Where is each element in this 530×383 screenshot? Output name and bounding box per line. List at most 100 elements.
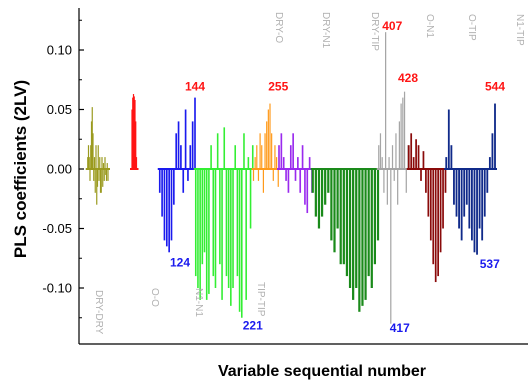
bar bbox=[170, 169, 173, 241]
bar bbox=[348, 169, 352, 288]
bar bbox=[370, 169, 373, 288]
bar bbox=[87, 157, 89, 169]
bar bbox=[262, 169, 264, 193]
bar bbox=[450, 145, 453, 169]
bar bbox=[216, 133, 219, 169]
bar bbox=[447, 109, 450, 169]
bar bbox=[468, 169, 471, 229]
bar bbox=[352, 169, 355, 300]
bar bbox=[280, 133, 283, 169]
bar bbox=[182, 169, 185, 193]
bar bbox=[274, 145, 276, 169]
bar bbox=[92, 133, 94, 169]
bar bbox=[379, 133, 382, 169]
bar bbox=[292, 133, 294, 169]
bar bbox=[264, 133, 266, 169]
bar bbox=[256, 145, 258, 169]
series-dry-dry bbox=[85, 107, 110, 205]
bar bbox=[234, 145, 237, 169]
bar bbox=[221, 169, 223, 300]
bar bbox=[373, 169, 377, 265]
bar bbox=[175, 133, 178, 169]
bar bbox=[358, 169, 361, 312]
bar bbox=[227, 169, 230, 288]
bar bbox=[91, 107, 93, 169]
bar bbox=[251, 145, 254, 169]
bar bbox=[197, 169, 199, 288]
bar bbox=[99, 157, 101, 169]
bar bbox=[90, 121, 93, 169]
bar bbox=[320, 169, 324, 217]
series-dry-tip bbox=[310, 168, 380, 312]
category-label: N1-N1 bbox=[193, 288, 204, 317]
bar bbox=[276, 157, 278, 169]
bar bbox=[476, 169, 478, 255]
bar bbox=[299, 169, 302, 193]
bar bbox=[402, 97, 404, 169]
bar bbox=[93, 157, 96, 169]
annotation-label: 255 bbox=[268, 79, 288, 93]
bar bbox=[478, 169, 481, 229]
bar bbox=[297, 157, 299, 169]
bar bbox=[106, 163, 108, 169]
bar bbox=[132, 94, 135, 169]
y-tick-label: 0.05 bbox=[47, 102, 72, 117]
bar bbox=[277, 169, 279, 187]
bar bbox=[135, 121, 137, 169]
y-tick-label: -0.05 bbox=[42, 221, 72, 236]
y-axis-label: PLS coefficients (2LV) bbox=[11, 80, 30, 258]
bar bbox=[442, 169, 444, 229]
annotations: 144 124 221 255 407 428 417 544 537 bbox=[170, 19, 505, 335]
bar bbox=[180, 145, 182, 169]
bar bbox=[254, 157, 256, 169]
bar bbox=[238, 169, 241, 312]
bar bbox=[429, 169, 432, 241]
bar bbox=[134, 99, 136, 169]
bar bbox=[415, 139, 417, 169]
series-o-o bbox=[130, 94, 139, 170]
bar bbox=[247, 157, 250, 169]
bar bbox=[314, 169, 317, 217]
bar bbox=[240, 169, 243, 318]
bar bbox=[168, 169, 170, 253]
bar bbox=[102, 163, 105, 169]
series-dry-n1 bbox=[277, 133, 314, 214]
bar bbox=[210, 145, 212, 169]
bar bbox=[422, 151, 425, 169]
bar bbox=[271, 133, 273, 169]
bar bbox=[252, 169, 255, 181]
bar bbox=[189, 145, 192, 169]
bar bbox=[301, 145, 304, 169]
bar bbox=[486, 169, 489, 193]
bar bbox=[205, 169, 208, 300]
bar bbox=[455, 169, 458, 217]
bar bbox=[294, 169, 297, 181]
bar bbox=[483, 169, 486, 217]
bar bbox=[93, 169, 95, 181]
bar bbox=[173, 169, 175, 205]
bar bbox=[212, 169, 215, 277]
bar bbox=[391, 145, 394, 169]
bar bbox=[417, 145, 420, 169]
bar bbox=[491, 133, 494, 169]
bar bbox=[96, 169, 98, 205]
series-n1-n1 bbox=[157, 97, 197, 253]
bar bbox=[364, 169, 367, 300]
annotation-label: 428 bbox=[398, 71, 418, 85]
bar bbox=[317, 169, 321, 229]
category-label: TIP-TIP bbox=[255, 282, 266, 317]
bar bbox=[261, 145, 263, 169]
bar bbox=[194, 97, 196, 169]
chart-marks bbox=[85, 32, 497, 324]
bar bbox=[390, 169, 392, 324]
bar bbox=[420, 169, 422, 181]
axes bbox=[78, 8, 528, 345]
bar bbox=[177, 121, 180, 169]
annotation-label: 144 bbox=[185, 79, 205, 93]
bar bbox=[161, 169, 163, 217]
bar bbox=[223, 127, 226, 169]
bar bbox=[249, 169, 252, 229]
category-label: DRY-TIP bbox=[369, 12, 380, 51]
bar bbox=[463, 169, 466, 217]
bar bbox=[97, 145, 99, 169]
